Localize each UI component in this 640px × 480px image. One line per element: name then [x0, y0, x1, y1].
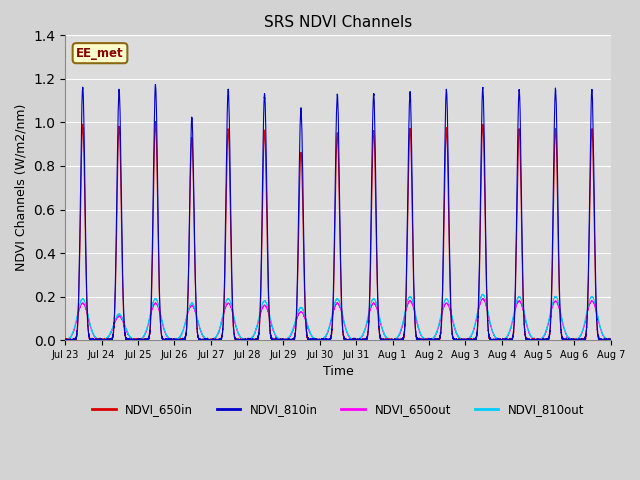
Y-axis label: NDVI Channels (W/m2/nm): NDVI Channels (W/m2/nm)	[15, 104, 28, 272]
X-axis label: Time: Time	[323, 365, 353, 379]
Title: SRS NDVI Channels: SRS NDVI Channels	[264, 15, 412, 30]
Legend: NDVI_650in, NDVI_810in, NDVI_650out, NDVI_810out: NDVI_650in, NDVI_810in, NDVI_650out, NDV…	[87, 398, 589, 420]
Text: EE_met: EE_met	[76, 47, 124, 60]
